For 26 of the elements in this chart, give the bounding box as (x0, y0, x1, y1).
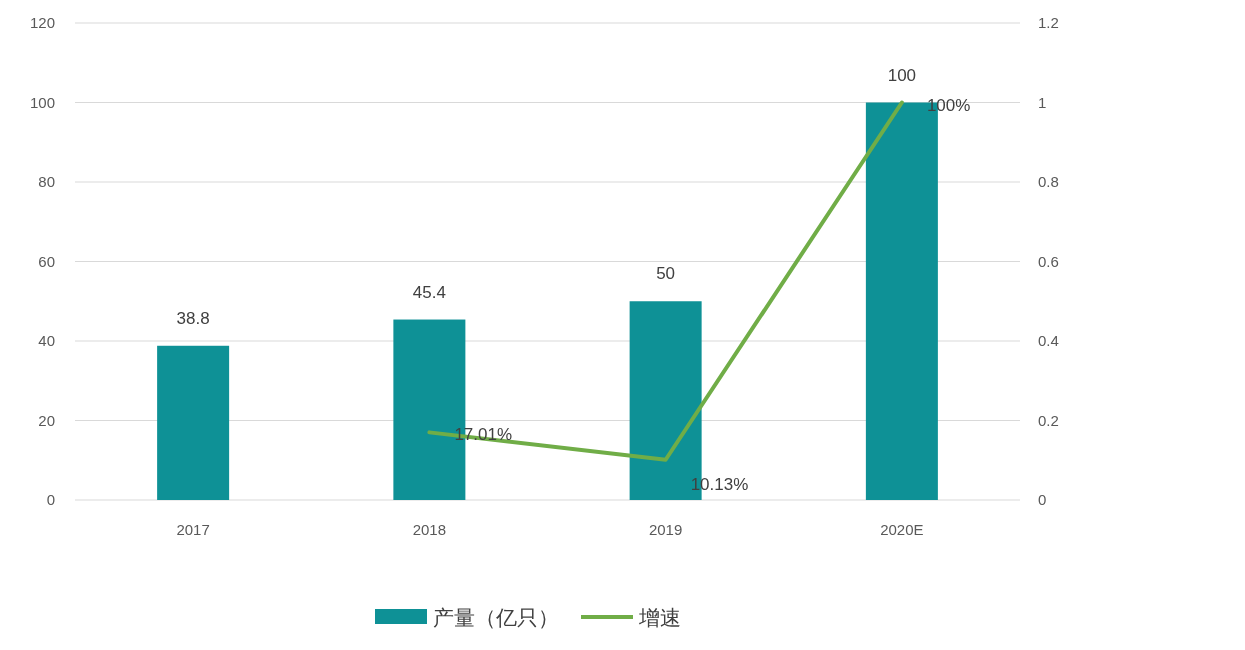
y2-tick-label: 0.6 (1038, 252, 1059, 270)
x-tick-label: 2020E (880, 521, 924, 538)
x-tick-label: 2019 (648, 521, 683, 538)
data-label: 100% (926, 95, 971, 115)
bar (157, 345, 230, 500)
x-tick-label: 2017 (176, 521, 210, 538)
data-label: 38.8 (176, 308, 210, 328)
legend-label: 产量（亿只） (433, 606, 559, 629)
data-label: 50 (656, 264, 676, 284)
y-tick-label: 20 (38, 411, 55, 429)
y-tick-label: 40 (38, 332, 55, 349)
y2-tick-label: 1 (1038, 93, 1047, 111)
data-label: 100 (887, 65, 917, 85)
y2-tick-label: 0.8 (1038, 173, 1059, 190)
y2-tick-label: 1.2 (1038, 14, 1059, 31)
y-tick-label: 100 (29, 93, 55, 111)
y2-tick-label: 0 (1038, 491, 1047, 508)
data-label: 45.4 (412, 282, 446, 302)
y2-tick-label: 0.4 (1038, 332, 1059, 349)
y-tick-label: 60 (38, 252, 55, 270)
x-tick-label: 2018 (412, 521, 447, 538)
y-tick-label: 80 (38, 173, 55, 190)
legend-label: 增速 (638, 606, 681, 629)
y-tick-label: 0 (46, 491, 55, 508)
y2-tick-label: 0.2 (1038, 411, 1059, 429)
y-tick-label: 120 (29, 14, 55, 31)
